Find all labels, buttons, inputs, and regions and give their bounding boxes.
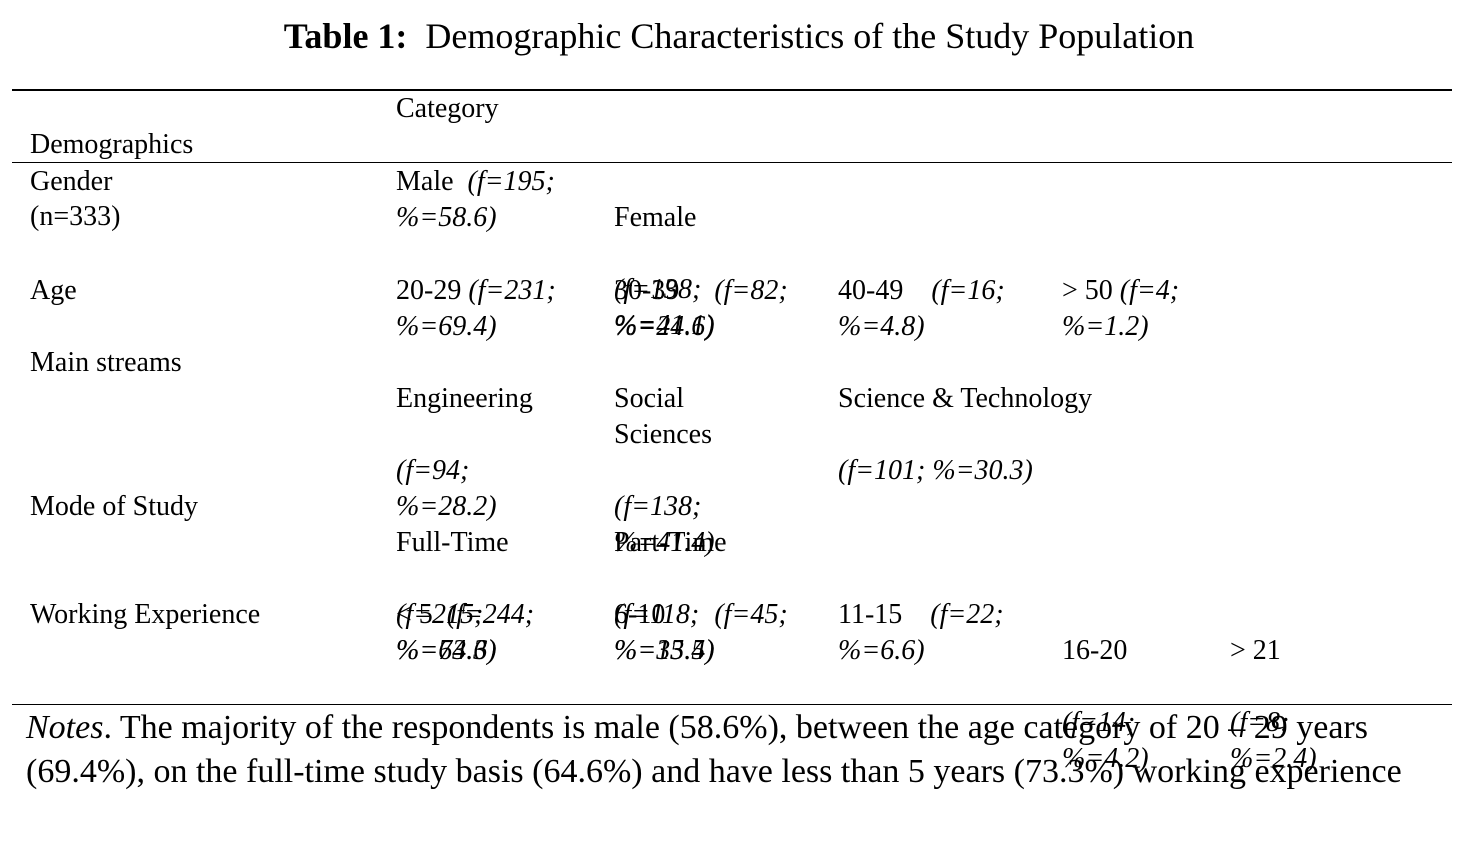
cell-value: (f=94; %=28.2) (396, 455, 497, 522)
cell-age-20-29: 20-29 (f=231; %=69.4) (396, 273, 582, 345)
cell-mode-full-time: Full-Time (f=215; %=64.6) (396, 489, 509, 705)
bottom-rule (12, 704, 1452, 705)
cell-label: Engineering (396, 383, 533, 414)
cell-label: 40-49 (838, 275, 904, 306)
cell-label: 30-39 (614, 275, 680, 306)
cell-exp-under-5: < 5 (f=244; %=73.3) (396, 597, 582, 669)
cell-label: < 5 (396, 599, 433, 630)
cell-value: (f=195; %=58.6) (396, 166, 555, 233)
cell-exp-6-10: 6-10 (f=45; %=13.5) (614, 597, 810, 669)
cell-value: (f=215; %=64.6) (396, 599, 497, 666)
cell-mode-part-time: Part-Time (f=118; %=35.4) (614, 489, 727, 705)
cell-value: (f=138; %=41.4) (614, 491, 715, 558)
notes-text: . The majority of the respondents is mal… (26, 709, 1402, 790)
cell-value: (f=244; %=73.3) (396, 599, 535, 666)
cell-value: (f=14; %=4.2) (1062, 707, 1149, 774)
cell-stream-engineering: Engineering (f=94; %=28.2) (396, 345, 533, 561)
header-rule (12, 162, 1452, 163)
table-notes: Notes. The majority of the respondents i… (26, 706, 1446, 794)
cell-label: > 50 (1062, 275, 1113, 306)
cell-label: Social Sciences (614, 383, 712, 450)
row-label-working-experience: Working Experience (30, 599, 261, 630)
cell-value: (f=8; %=2.4) (1230, 707, 1317, 774)
header-demographics: Demographics (n=333) (30, 91, 193, 271)
cell-value: (f=16; %=4.8) (838, 275, 1005, 342)
cell-age-over-50: > 50 (f=4; %=1.2) (1062, 273, 1212, 345)
cell-label: 20-29 (396, 275, 462, 306)
table-title-text: Demographic Characteristics of the Study… (425, 16, 1195, 56)
cell-value: (f=4; %=1.2) (1062, 275, 1180, 342)
header-demographics-line2: (n=333) (30, 201, 121, 232)
cell-value: (f=231; %=69.4) (396, 275, 556, 342)
table-title: Table 1: Demographic Characteristics of … (0, 14, 1478, 58)
cell-value: (f=22; %=6.6) (838, 599, 1004, 666)
notes-lead: Notes (26, 709, 104, 746)
cell-exp-11-15: 11-15 (f=22; %=6.6) (838, 597, 1034, 669)
row-label-gender: Gender (30, 166, 113, 197)
cell-label: Science & Technology (838, 383, 1093, 414)
cell-label: Male (396, 166, 454, 197)
row-label-mode-of-study: Mode of Study (30, 491, 198, 522)
cell-value: (f=82; %=24.6) (614, 275, 788, 342)
cell-stream-social-sciences: Social Sciences (f=138; %=41.4) (614, 345, 715, 597)
row-label-age: Age (30, 275, 77, 306)
cell-value: (f=118; %=35.4) (614, 599, 715, 666)
row-label-main-streams: Main streams (30, 347, 182, 378)
cell-value: (f=45; %=13.5) (614, 599, 788, 666)
cell-stream-science-technology: Science & Technology (f=101; %=30.3) (838, 345, 1092, 525)
cell-label: Female (614, 202, 697, 233)
cell-value: (f=138; %=41.1) (614, 274, 715, 341)
cell-exp-over-21: > 21 (f=8; %=2.4) (1230, 597, 1440, 813)
header-demographics-line1: Demographics (30, 129, 194, 160)
cell-gender-female: Female (f=138; %=41.1) (614, 164, 715, 380)
cell-label: Part-Time (614, 527, 727, 558)
cell-label: 11-15 (838, 599, 903, 630)
top-rule (12, 89, 1452, 91)
cell-exp-16-20: 16-20 (f=14; %=4.2) (1062, 597, 1149, 813)
cell-gender-male: Male (f=195; %=58.6) (396, 164, 582, 236)
table-title-prefix: Table 1: (283, 16, 408, 56)
cell-label: > 21 (1230, 635, 1281, 666)
cell-label: Full-Time (396, 527, 509, 558)
cell-value: (f=101; %=30.3) (838, 455, 1033, 486)
cell-label: 6-10 (614, 599, 666, 630)
header-category: Category (396, 93, 499, 124)
cell-age-40-49: 40-49 (f=16; %=4.8) (838, 273, 1034, 345)
cell-label: 16-20 (1062, 635, 1128, 666)
cell-age-30-39: 30-39 (f=82; %=24.6) (614, 273, 810, 345)
